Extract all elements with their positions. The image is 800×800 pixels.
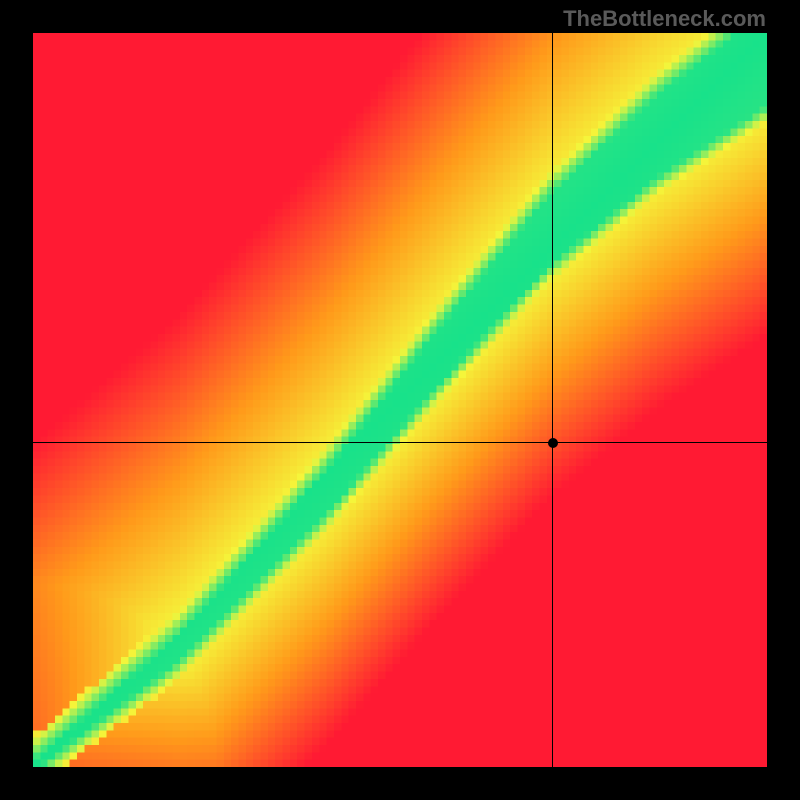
crosshair-horizontal (33, 442, 767, 443)
bottleneck-heatmap (33, 33, 767, 767)
chart-container: TheBottleneck.com (0, 0, 800, 800)
watermark-text: TheBottleneck.com (563, 6, 766, 32)
crosshair-marker (548, 438, 558, 448)
crosshair-vertical (552, 33, 553, 767)
